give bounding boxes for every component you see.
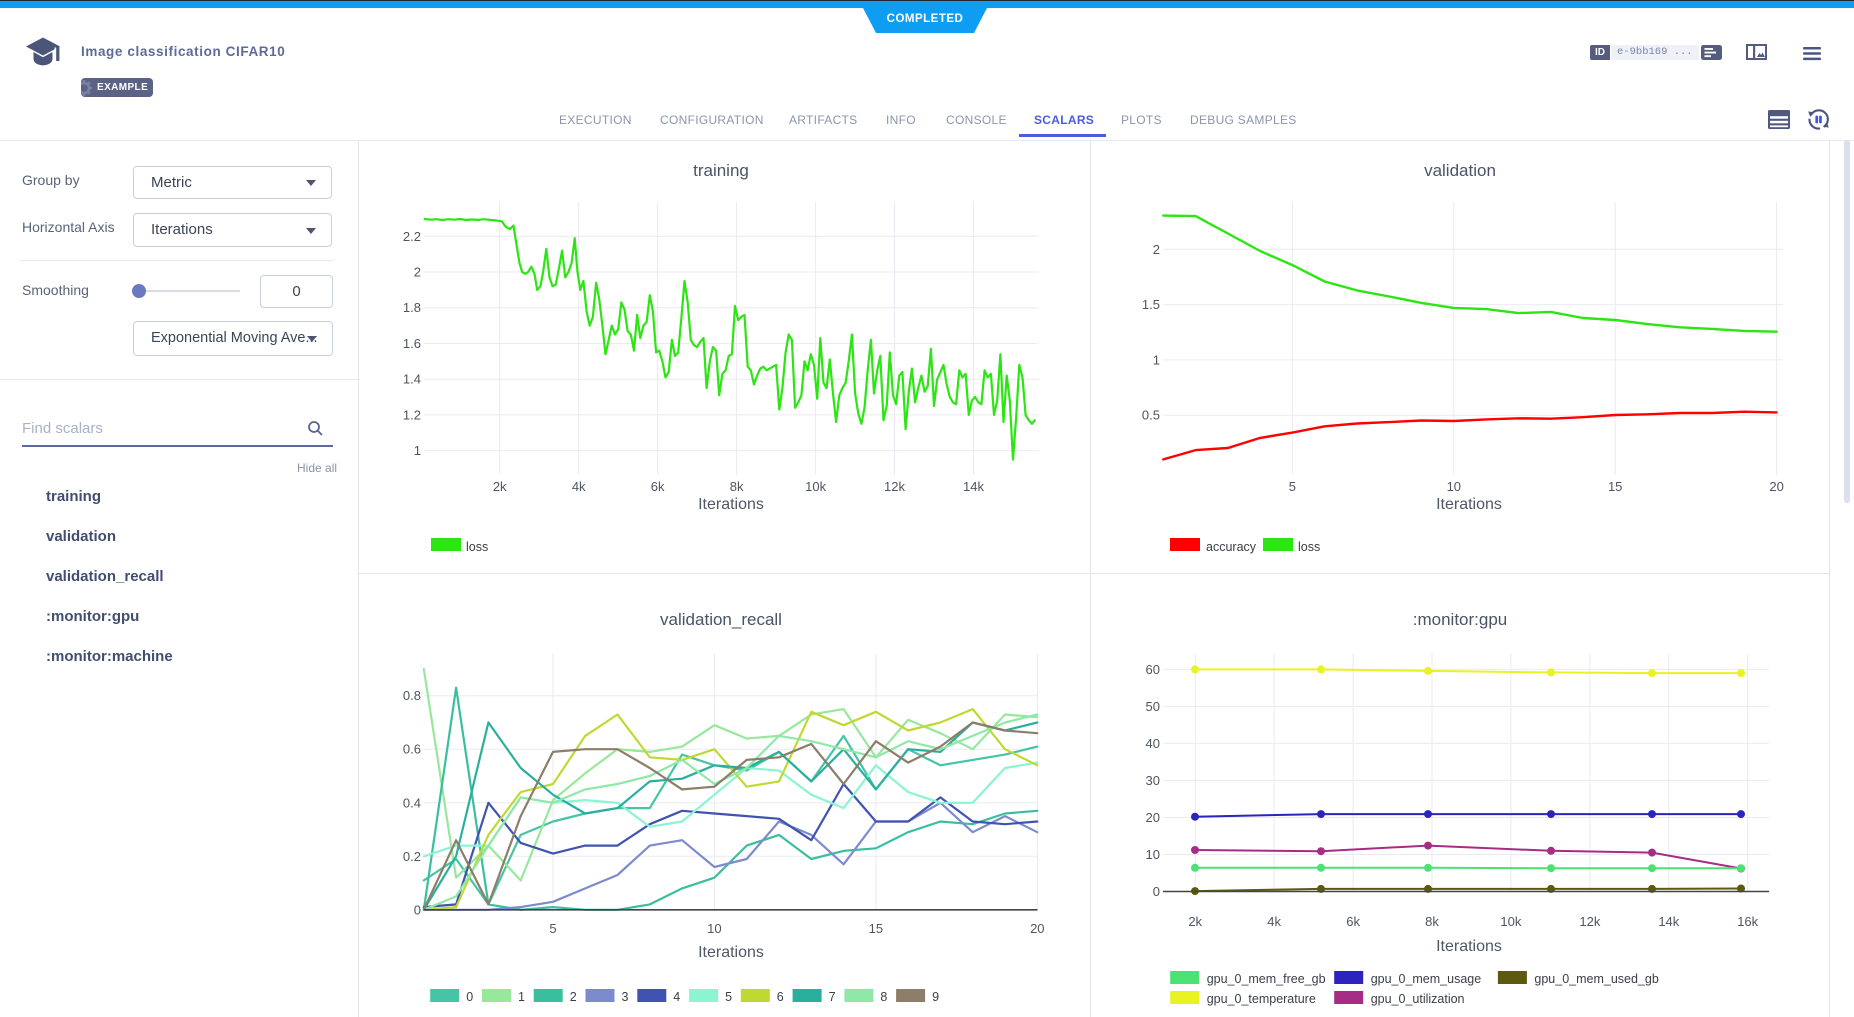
svg-text:8: 8 <box>880 990 887 1004</box>
svg-text:50: 50 <box>1146 699 1160 714</box>
svg-text:10: 10 <box>707 921 721 936</box>
svg-text::monitor:gpu: :monitor:gpu <box>1413 610 1508 629</box>
svg-text:1.6: 1.6 <box>403 336 421 351</box>
svg-text:16k: 16k <box>1737 914 1758 929</box>
svg-text:6k: 6k <box>1346 914 1360 929</box>
svg-text:4k: 4k <box>1267 914 1281 929</box>
svg-text:gpu_0_mem_free_gb: gpu_0_mem_free_gb <box>1207 972 1326 986</box>
svg-text:20: 20 <box>1769 479 1783 494</box>
svg-text:6: 6 <box>777 990 784 1004</box>
svg-text:8k: 8k <box>1425 914 1439 929</box>
svg-text:15: 15 <box>869 921 883 936</box>
svg-text:12k: 12k <box>884 479 905 494</box>
svg-text:training: training <box>693 161 749 180</box>
svg-text:gpu_0_utilization: gpu_0_utilization <box>1371 992 1465 1006</box>
svg-text:4k: 4k <box>572 479 586 494</box>
svg-text:Iterations: Iterations <box>698 496 764 513</box>
svg-text:14k: 14k <box>1658 914 1679 929</box>
svg-text:8k: 8k <box>730 479 744 494</box>
svg-text:gpu_0_temperature: gpu_0_temperature <box>1207 992 1316 1006</box>
svg-text:2: 2 <box>570 990 577 1004</box>
svg-text:20: 20 <box>1146 810 1160 825</box>
svg-text:2: 2 <box>1153 242 1160 257</box>
svg-text:1.5: 1.5 <box>1142 297 1160 312</box>
svg-text:7: 7 <box>829 990 836 1004</box>
svg-text:2k: 2k <box>1188 914 1202 929</box>
svg-text:accuracy: accuracy <box>1206 540 1257 554</box>
svg-text:5: 5 <box>549 921 556 936</box>
svg-text:15: 15 <box>1608 479 1622 494</box>
svg-text:2: 2 <box>414 265 421 280</box>
svg-text:0.6: 0.6 <box>403 742 421 757</box>
svg-text:6k: 6k <box>651 479 665 494</box>
svg-text:Iterations: Iterations <box>698 944 764 961</box>
svg-text:1: 1 <box>414 443 421 458</box>
svg-text:10: 10 <box>1146 847 1160 862</box>
svg-text:validation: validation <box>1424 161 1496 180</box>
svg-text:0.8: 0.8 <box>403 688 421 703</box>
svg-text:loss: loss <box>466 540 488 554</box>
svg-text:20: 20 <box>1030 921 1044 936</box>
svg-text:60: 60 <box>1146 662 1160 677</box>
svg-text:1.8: 1.8 <box>403 300 421 315</box>
svg-text:1: 1 <box>518 990 525 1004</box>
svg-text:5: 5 <box>1289 479 1296 494</box>
svg-text:Iterations: Iterations <box>1436 938 1502 955</box>
svg-text:validation_recall: validation_recall <box>660 610 782 629</box>
svg-text:1.2: 1.2 <box>403 407 421 422</box>
svg-text:gpu_0_mem_used_gb: gpu_0_mem_used_gb <box>1534 972 1658 986</box>
svg-text:40: 40 <box>1146 736 1160 751</box>
svg-text:gpu_0_mem_usage: gpu_0_mem_usage <box>1371 972 1482 986</box>
svg-text:loss: loss <box>1298 540 1320 554</box>
svg-text:10k: 10k <box>1500 914 1521 929</box>
svg-text:0: 0 <box>466 990 473 1004</box>
svg-text:2.2: 2.2 <box>403 229 421 244</box>
svg-text:30: 30 <box>1146 773 1160 788</box>
svg-text:0: 0 <box>1153 884 1160 899</box>
svg-text:0: 0 <box>414 902 421 917</box>
svg-text:5: 5 <box>725 990 732 1004</box>
svg-text:1: 1 <box>1153 352 1160 367</box>
svg-text:3: 3 <box>622 990 629 1004</box>
svg-text:0.2: 0.2 <box>403 849 421 864</box>
svg-text:10: 10 <box>1447 479 1461 494</box>
svg-text:1.4: 1.4 <box>403 372 421 387</box>
svg-text:0.5: 0.5 <box>1142 408 1160 423</box>
svg-text:10k: 10k <box>805 479 826 494</box>
svg-text:9: 9 <box>932 990 939 1004</box>
svg-text:4: 4 <box>673 990 680 1004</box>
svg-text:Iterations: Iterations <box>1436 496 1502 513</box>
svg-text:0.4: 0.4 <box>403 795 421 810</box>
svg-text:2k: 2k <box>493 479 507 494</box>
svg-text:14k: 14k <box>963 479 984 494</box>
svg-text:12k: 12k <box>1579 914 1600 929</box>
